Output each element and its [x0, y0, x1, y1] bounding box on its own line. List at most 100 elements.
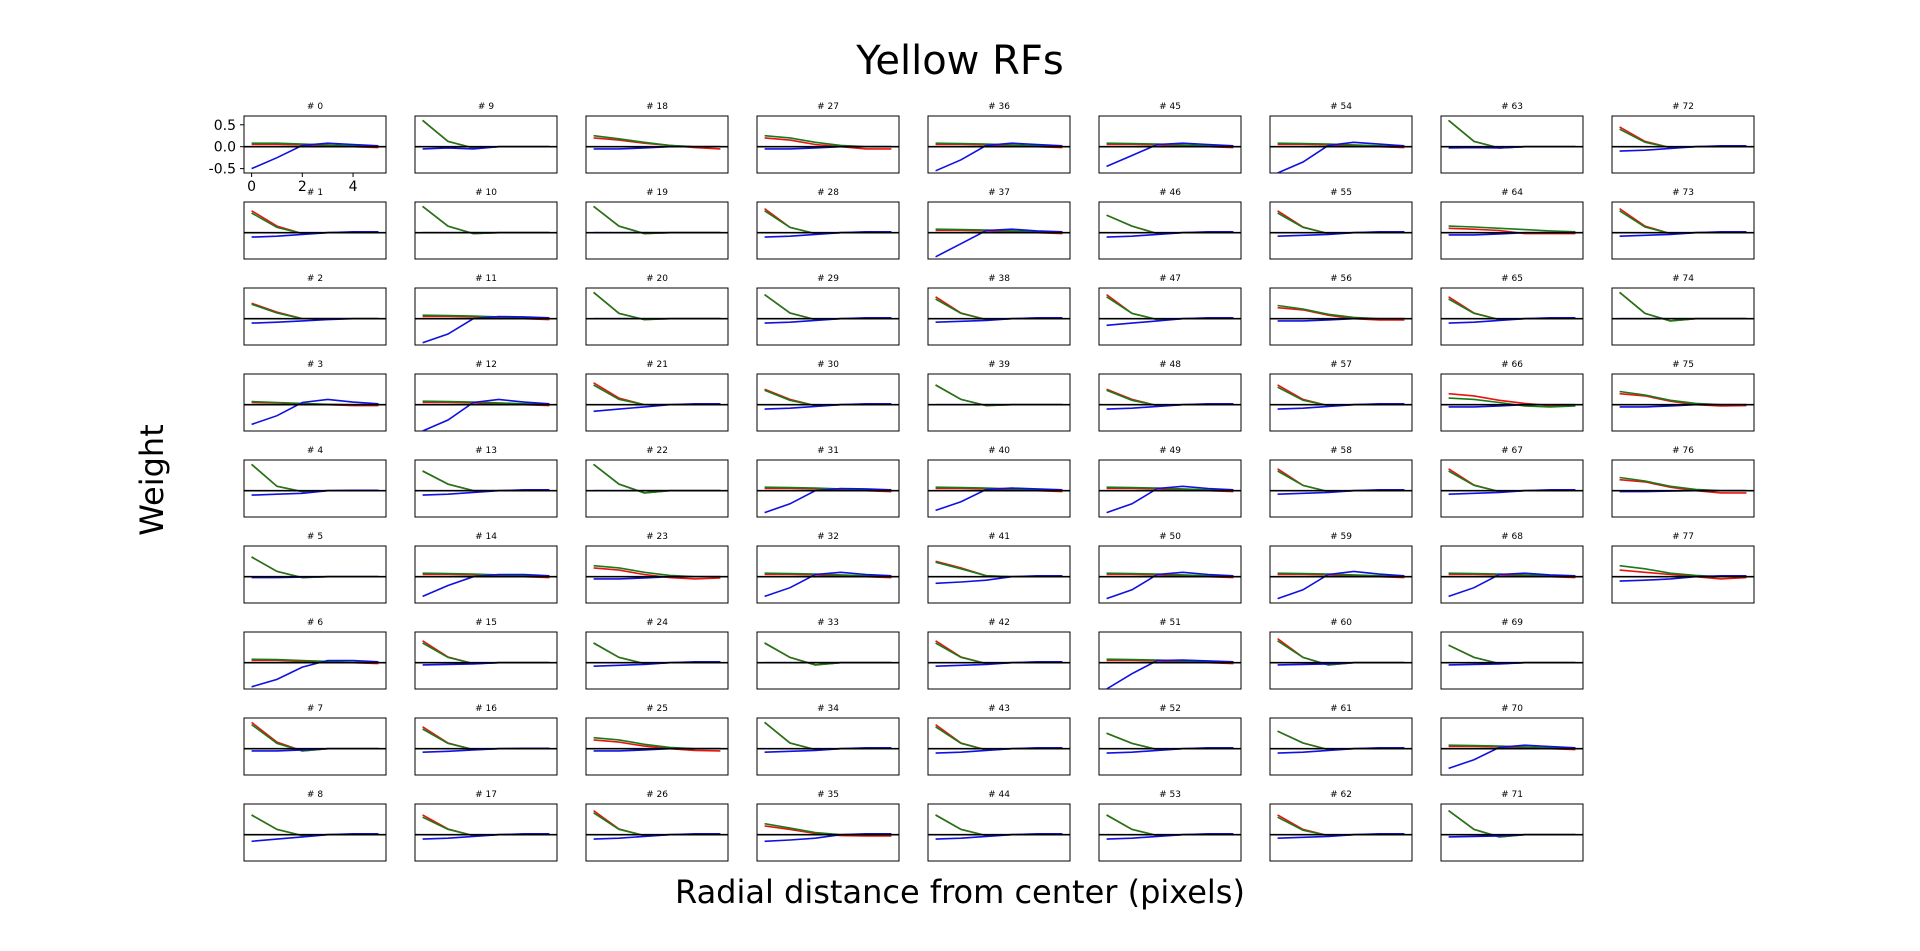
panel-title: # 67 [1501, 446, 1523, 456]
panel-frame [1098, 201, 1242, 260]
panel-title: # 68 [1501, 532, 1523, 542]
panel-title: # 70 [1501, 704, 1523, 714]
panel-0: # 0 0.5 0.0 -0.5 0 2 4 [209, 102, 387, 195]
panel-title: # 32 [817, 532, 839, 542]
series-green-line [764, 572, 892, 578]
series-blue-line [251, 142, 379, 170]
panel-title: # 54 [1330, 102, 1352, 112]
panel-5: # 5 [243, 532, 387, 604]
panel-frame [414, 115, 558, 174]
series-blue-line [1106, 485, 1234, 514]
panel-frame [414, 717, 558, 776]
panel-title: # 61 [1330, 704, 1352, 714]
series-blue-line [422, 488, 550, 496]
series-red-line [1619, 392, 1747, 407]
panel-37: # 37 [927, 188, 1071, 260]
series-blue-line [251, 832, 379, 843]
panel-title: # 12 [475, 360, 497, 370]
panel-title: # 7 [307, 704, 323, 714]
panel-frame [927, 287, 1071, 346]
panel-frame [927, 545, 1071, 604]
panel-67: # 67 [1440, 446, 1584, 518]
panel-title: # 11 [475, 274, 497, 284]
panel-title: # 56 [1330, 274, 1352, 284]
panel-34: # 34 [756, 704, 900, 776]
panel-23: # 23 [585, 532, 729, 604]
series-blue-line [593, 402, 721, 413]
x-axis-label: Radial distance from center (pixels) [675, 873, 1245, 911]
series-blue-line [593, 832, 721, 840]
series-blue-line [935, 228, 1063, 258]
y-tick-label: 0.0 [214, 140, 236, 156]
panel-title: # 18 [646, 102, 668, 112]
panel-43: # 43 [927, 704, 1071, 776]
panel-title: # 53 [1159, 790, 1181, 800]
panel-frame [1440, 631, 1584, 690]
panel-title: # 1 [307, 188, 323, 198]
panel-4: # 4 [243, 446, 387, 518]
figure-title: Yellow RFs [856, 38, 1064, 84]
panel-frame [414, 631, 558, 690]
y-tick-label: 0.5 [214, 118, 236, 134]
panel-title: # 50 [1159, 532, 1181, 542]
series-blue-line [935, 832, 1063, 840]
panel-25: # 25 [585, 704, 729, 776]
series-blue-line [764, 746, 892, 753]
panel-51: # 51 [1098, 618, 1242, 690]
series-blue-line [251, 659, 379, 688]
panel-title: # 69 [1501, 618, 1523, 628]
panel-title: # 4 [307, 446, 323, 456]
series-red-line [1277, 306, 1405, 321]
series-blue-line [1277, 231, 1405, 237]
panel-46: # 46 [1098, 188, 1242, 260]
panel-69: # 69 [1440, 618, 1584, 690]
panel-title: # 17 [475, 790, 497, 800]
panel-frame [414, 201, 558, 260]
x-tick-label: 0 [247, 179, 256, 195]
panel-title: # 2 [307, 274, 323, 284]
series-blue-line [422, 832, 550, 840]
panel-frame [1269, 631, 1413, 690]
panel-frame [243, 201, 387, 260]
panel-frame [585, 459, 729, 518]
panel-frame [243, 545, 387, 604]
panel-frame [414, 459, 558, 518]
series-green-line [1106, 572, 1234, 578]
panel-38: # 38 [927, 274, 1071, 346]
panel-frame [1611, 287, 1755, 346]
series-blue-line [1106, 571, 1234, 600]
series-red-line [593, 739, 721, 752]
panel-frame [585, 373, 729, 432]
panel-3: # 3 [243, 360, 387, 432]
panel-64: # 64 [1440, 188, 1584, 260]
series-blue-line [422, 315, 550, 344]
panel-title: # 51 [1159, 618, 1181, 628]
series-blue-line [764, 402, 892, 410]
panel-22: # 22 [585, 446, 729, 518]
panel-title: # 75 [1672, 360, 1694, 370]
panel-title: # 22 [646, 446, 668, 456]
panel-frame [585, 803, 729, 862]
series-blue-line [1277, 570, 1405, 600]
panel-50: # 50 [1098, 532, 1242, 604]
panel-40: # 40 [927, 446, 1071, 518]
panel-title: # 76 [1672, 446, 1694, 456]
panel-35: # 35 [756, 790, 900, 862]
panel-title: # 24 [646, 618, 668, 628]
series-blue-line [1448, 744, 1576, 770]
panel-52: # 52 [1098, 704, 1242, 776]
panel-title: # 73 [1672, 188, 1694, 198]
series-blue-line [1106, 142, 1234, 168]
panel-2: # 2 [243, 274, 387, 346]
panel-33: # 33 [756, 618, 900, 690]
series-blue-line [1619, 145, 1747, 152]
panel-title: # 8 [307, 790, 323, 800]
panel-title: # 65 [1501, 274, 1523, 284]
panel-frame [756, 803, 900, 862]
series-blue-line [935, 574, 1063, 585]
panel-title: # 40 [988, 446, 1010, 456]
panel-title: # 31 [817, 446, 839, 456]
panel-frame [927, 631, 1071, 690]
panel-frame [756, 717, 900, 776]
